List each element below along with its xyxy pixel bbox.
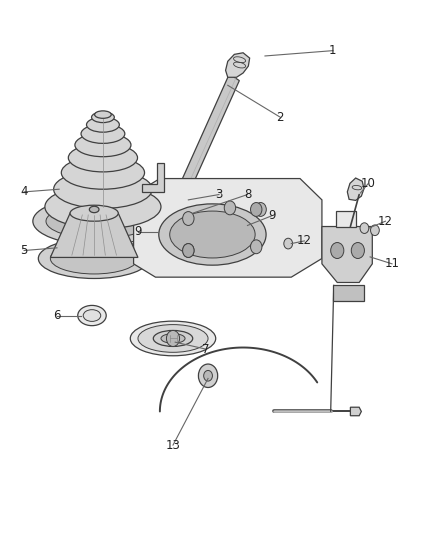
Ellipse shape [81, 124, 125, 143]
Ellipse shape [61, 156, 145, 189]
Circle shape [224, 201, 236, 215]
Bar [336, 211, 356, 227]
Circle shape [351, 243, 364, 259]
Text: 10: 10 [360, 177, 375, 190]
Text: 12: 12 [297, 235, 312, 247]
Circle shape [371, 225, 379, 236]
Text: 12: 12 [378, 215, 393, 228]
Ellipse shape [46, 204, 151, 238]
Text: 3: 3 [215, 188, 223, 201]
Text: 4: 4 [20, 185, 28, 198]
Polygon shape [226, 53, 250, 77]
Bar [333, 285, 364, 301]
Bar [173, 190, 190, 206]
Bar [178, 207, 186, 213]
Ellipse shape [95, 111, 111, 118]
Ellipse shape [33, 197, 164, 245]
Polygon shape [350, 407, 361, 416]
Ellipse shape [78, 305, 106, 326]
Circle shape [331, 243, 344, 259]
Ellipse shape [86, 117, 119, 132]
Text: 13: 13 [166, 439, 180, 451]
Ellipse shape [170, 211, 255, 258]
Circle shape [251, 240, 262, 254]
Text: 7: 7 [202, 343, 210, 356]
Ellipse shape [45, 185, 161, 229]
Polygon shape [134, 179, 322, 277]
Circle shape [251, 203, 262, 216]
Polygon shape [142, 163, 164, 192]
Ellipse shape [159, 204, 266, 265]
Ellipse shape [39, 239, 150, 279]
Ellipse shape [131, 321, 216, 356]
Ellipse shape [50, 243, 138, 274]
Ellipse shape [92, 112, 114, 123]
Circle shape [198, 364, 218, 387]
Text: 9: 9 [268, 209, 276, 222]
Text: 6: 6 [53, 309, 61, 322]
Text: 9: 9 [134, 225, 142, 238]
Text: 11: 11 [385, 257, 399, 270]
Ellipse shape [53, 170, 152, 208]
Text: 1: 1 [329, 44, 337, 57]
Polygon shape [347, 178, 364, 200]
Ellipse shape [153, 330, 193, 346]
Circle shape [204, 370, 212, 381]
Polygon shape [50, 213, 138, 257]
Text: 2: 2 [276, 111, 284, 124]
Circle shape [166, 330, 180, 346]
Circle shape [183, 244, 194, 257]
Circle shape [183, 244, 194, 257]
Circle shape [360, 223, 369, 233]
Ellipse shape [138, 325, 208, 352]
Text: 5: 5 [21, 244, 28, 257]
Ellipse shape [75, 133, 131, 157]
Polygon shape [177, 74, 239, 198]
Circle shape [255, 203, 266, 216]
Ellipse shape [89, 206, 99, 213]
Ellipse shape [68, 143, 138, 172]
Circle shape [183, 212, 194, 225]
Ellipse shape [70, 205, 118, 221]
Ellipse shape [161, 334, 185, 343]
Polygon shape [322, 227, 372, 282]
Ellipse shape [83, 310, 101, 321]
Circle shape [284, 238, 293, 249]
Text: 8: 8 [244, 188, 251, 201]
